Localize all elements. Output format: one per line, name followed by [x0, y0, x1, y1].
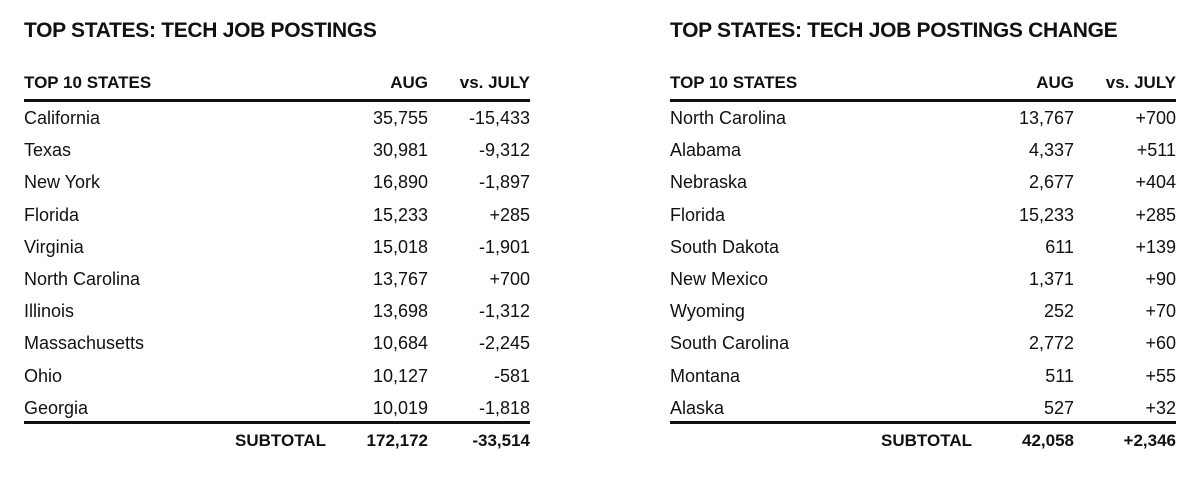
state-name: Alaska: [670, 397, 725, 418]
aug-count: 30,981: [372, 140, 428, 161]
state-name: Illinois: [24, 301, 75, 322]
subtotal-rule: [24, 421, 530, 424]
july-change: +55: [1145, 365, 1176, 386]
july-change: -1,818: [478, 397, 530, 418]
state-name: Ohio: [24, 365, 63, 386]
state-name: North Carolina: [24, 269, 141, 289]
state-name: Nebraska: [670, 172, 748, 193]
aug-count: 2,772: [1028, 333, 1074, 354]
subtotal-label: SUBTOTAL: [881, 431, 972, 450]
state-name: Alabama: [670, 140, 742, 161]
state-name: North Carolina: [670, 108, 787, 128]
july-change: -1,897: [478, 172, 530, 193]
aug-count: 10,127: [372, 365, 428, 386]
state-name: New Mexico: [670, 269, 769, 289]
state-name: New York: [24, 172, 101, 193]
july-change: +404: [1135, 172, 1176, 193]
july-change: +70: [1145, 301, 1176, 322]
header-rule: [24, 99, 530, 102]
july-change: +60: [1145, 333, 1176, 354]
july-change: +285: [1135, 204, 1176, 225]
state-name: Florida: [670, 204, 726, 225]
aug-count: 511: [1045, 365, 1074, 386]
state-name: South Carolina: [670, 333, 790, 354]
aug-count: 1,371: [1028, 269, 1074, 289]
july-change: -1,901: [478, 236, 530, 257]
july-change: -1,312: [478, 301, 530, 322]
july-change: +511: [1136, 140, 1176, 161]
state-name: California: [24, 108, 101, 128]
table-title: TOP STATES: TECH JOB POSTINGS: [24, 19, 377, 42]
aug-count: 527: [1043, 397, 1074, 418]
state-name: Wyoming: [670, 301, 745, 322]
subtotal-aug: 42,058: [1022, 431, 1074, 450]
july-change: +285: [489, 204, 530, 225]
aug-count: 13,767: [372, 269, 428, 289]
table-title: TOP STATES: TECH JOB POSTINGS CHANGE: [670, 19, 1118, 42]
subtotal-label: SUBTOTAL: [235, 431, 326, 450]
aug-count: 611: [1045, 236, 1074, 257]
aug-count: 13,767: [1018, 108, 1074, 128]
aug-count: 13,698: [372, 301, 428, 322]
july-change: +700: [1135, 108, 1176, 128]
aug-count: 15,018: [372, 236, 428, 257]
subtotal-change: -33,514: [472, 431, 530, 450]
header-rule: [670, 99, 1176, 102]
column-header: AUG: [390, 73, 428, 92]
state-name: Virginia: [24, 236, 84, 257]
july-change: -2,245: [478, 333, 530, 354]
column-header: TOP 10 STATES: [24, 73, 152, 92]
july-change: -581: [493, 365, 530, 386]
aug-count: 10,019: [372, 397, 428, 418]
state-name: Texas: [24, 140, 72, 161]
july-change: +700: [489, 269, 530, 289]
state-name: Montana: [670, 365, 741, 386]
july-change: +139: [1135, 236, 1176, 257]
state-name: Massachusetts: [24, 333, 145, 354]
aug-count: 35,755: [372, 108, 428, 128]
column-header: TOP 10 STATES: [670, 73, 798, 92]
subtotal-rule: [670, 421, 1176, 424]
aug-count: 10,684: [372, 333, 428, 354]
july-change: +90: [1145, 269, 1176, 289]
aug-count: 252: [1043, 301, 1074, 322]
column-header: vs. JULY: [459, 73, 530, 92]
subtotal-change: +2,346: [1123, 431, 1176, 450]
subtotal-aug: 172,172: [366, 431, 428, 450]
state-name: South Dakota: [670, 236, 780, 257]
july-change: -15,433: [468, 108, 530, 128]
aug-count: 15,233: [1018, 204, 1074, 225]
july-change: -9,312: [478, 140, 530, 161]
aug-count: 16,890: [372, 172, 428, 193]
july-change: +32: [1145, 397, 1176, 418]
column-header: AUG: [1036, 73, 1074, 92]
aug-count: 15,233: [372, 204, 428, 225]
column-header: vs. JULY: [1105, 73, 1176, 92]
aug-count: 2,677: [1028, 172, 1074, 193]
state-name: Georgia: [24, 397, 89, 418]
aug-count: 4,337: [1028, 140, 1074, 161]
state-name: Florida: [24, 204, 80, 225]
